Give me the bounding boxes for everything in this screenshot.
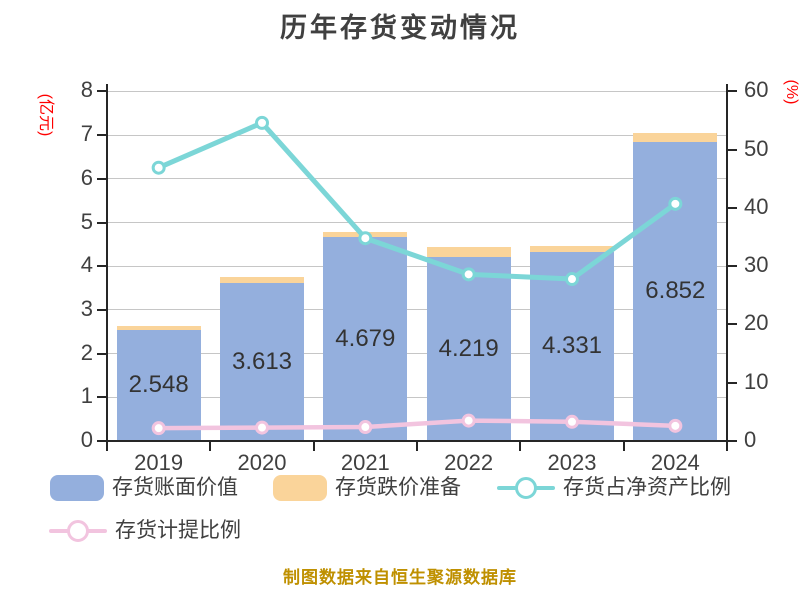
right-axis-tick-label: 20 <box>744 310 769 336</box>
bar-book_value <box>426 256 511 441</box>
right-axis-tick <box>728 90 737 93</box>
x-axis-category-label: 2024 <box>650 450 700 475</box>
x-axis-tick <box>519 442 522 451</box>
right-axis-tick <box>728 381 737 384</box>
left-axis-tick <box>97 396 106 399</box>
x-axis-tick <box>622 442 625 451</box>
left-axis-tick-label: 0 <box>80 427 93 452</box>
left-axis-tick <box>97 90 106 93</box>
right-y-axis <box>726 84 728 442</box>
gridline <box>107 353 727 355</box>
net_asset_ratio-marker <box>255 115 269 130</box>
bar-value-label: 3.613 <box>231 348 293 376</box>
left-axis-tick <box>97 265 106 268</box>
right-axis-tick-label: 30 <box>744 252 769 278</box>
bar-cap-depreciation_reserve <box>220 276 304 284</box>
right-axis-tick-label: 0 <box>744 427 757 452</box>
x-axis <box>106 440 728 442</box>
bar-cap-depreciation_reserve <box>426 247 511 257</box>
bar-value-label: 2.548 <box>128 371 189 399</box>
bar-value-label: 6.852 <box>645 277 706 305</box>
left-axis-tick-label: 3 <box>80 295 93 321</box>
left-axis-unit-label: (亿元) <box>37 93 54 137</box>
gridline <box>107 309 727 311</box>
net_asset_ratio-marker <box>151 160 166 175</box>
chart-footer: 制图数据来自恒生聚源数据库 <box>283 568 517 587</box>
x-axis-tick <box>209 442 212 451</box>
bar-book_value <box>220 283 304 441</box>
bar-value-label: 4.219 <box>438 334 499 362</box>
legend-label-book_value: 存货账面价值 <box>112 476 238 499</box>
gridline <box>107 90 727 92</box>
left-axis-tick-label: 6 <box>80 164 93 190</box>
left-axis-tick-label: 1 <box>80 383 93 409</box>
x-axis-category-label: 2019 <box>134 450 184 475</box>
bar-cap-depreciation_reserve <box>633 132 718 142</box>
left-axis-tick-label: 4 <box>80 252 93 278</box>
bar-value-label: 4.679 <box>335 324 396 352</box>
legend-label-provision_ratio: 存货计提比例 <box>115 519 241 542</box>
right-axis-tick <box>728 148 737 151</box>
left-axis-tick-label: 2 <box>80 339 93 365</box>
left-axis-tick <box>97 177 106 180</box>
bar-value-label: 4.331 <box>541 332 603 360</box>
left-axis-tick <box>97 352 106 355</box>
left-axis-tick-label: 7 <box>80 121 93 147</box>
right-axis-tick-label: 60 <box>744 77 769 103</box>
right-axis-tick <box>728 323 737 326</box>
left-axis-tick-label: 8 <box>80 77 93 103</box>
x-axis-category-label: 2020 <box>237 450 287 475</box>
x-axis-category-label: 2022 <box>444 450 494 475</box>
left-axis-tick <box>97 221 106 224</box>
x-axis-tick <box>726 442 728 451</box>
left-axis-tick-label: 5 <box>80 208 93 234</box>
left-y-axis <box>106 84 108 442</box>
right-axis-tick-label: 50 <box>744 135 769 161</box>
bar-cap-depreciation_reserve <box>530 246 614 252</box>
left-axis-tick <box>97 308 106 311</box>
right-axis-tick <box>728 206 737 209</box>
legend-swatch-depreciation_reserve <box>273 475 327 501</box>
left-axis-tick <box>97 134 106 137</box>
legend-label-net_asset_ratio: 存货占净资产比例 <box>563 476 731 499</box>
legend-swatch-book_value <box>50 475 104 501</box>
x-axis-category-label: 2023 <box>547 450 597 475</box>
right-axis-tick-label: 10 <box>744 368 769 394</box>
right-axis-tick <box>728 440 737 442</box>
x-axis-category-label: 2021 <box>340 450 390 475</box>
right-axis-tick <box>728 265 737 268</box>
left-axis-tick <box>97 440 106 442</box>
right-axis-tick-label: 40 <box>744 193 769 219</box>
bar-cap-depreciation_reserve <box>116 325 201 330</box>
legend-marker-net_asset_ratio <box>515 477 537 499</box>
bar-cap-depreciation_reserve <box>323 231 408 237</box>
legend-label-depreciation_reserve: 存货跌价准备 <box>335 476 461 499</box>
legend-marker-provision_ratio <box>67 520 89 542</box>
x-axis-tick <box>312 442 315 451</box>
gridline <box>107 396 727 398</box>
chart-title: 历年存货变动情况 <box>280 13 520 43</box>
x-axis-tick <box>416 442 418 451</box>
x-axis-tick <box>106 442 108 451</box>
